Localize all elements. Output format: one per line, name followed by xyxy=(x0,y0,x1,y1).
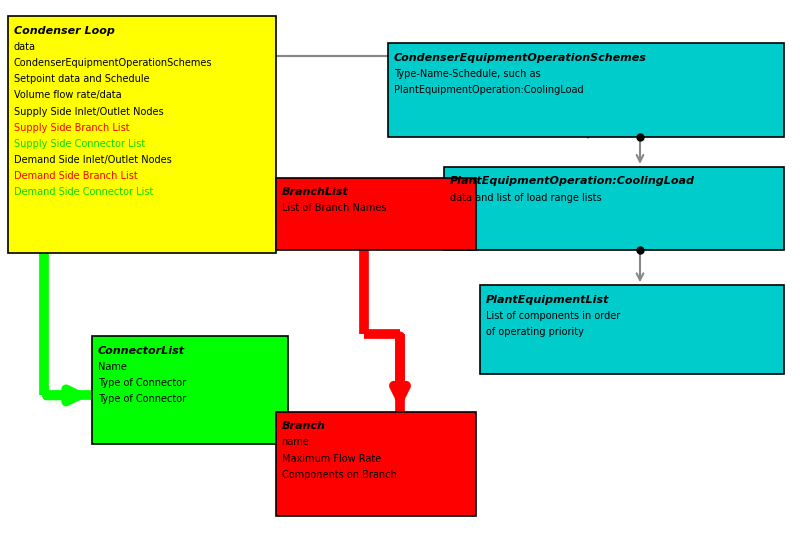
FancyBboxPatch shape xyxy=(92,336,288,444)
Text: name: name xyxy=(282,437,310,448)
Text: data: data xyxy=(14,42,36,52)
Text: Setpoint data and Schedule: Setpoint data and Schedule xyxy=(14,74,150,84)
FancyBboxPatch shape xyxy=(276,178,476,250)
Text: Type-Name-Schedule, such as: Type-Name-Schedule, such as xyxy=(394,69,540,79)
Text: List of components in order: List of components in order xyxy=(486,311,620,321)
Text: List of Branch Names: List of Branch Names xyxy=(282,203,386,214)
Text: Branch: Branch xyxy=(282,421,326,431)
FancyBboxPatch shape xyxy=(388,43,784,137)
Text: Demand Side Inlet/Outlet Nodes: Demand Side Inlet/Outlet Nodes xyxy=(14,155,171,165)
Text: Supply Side Connector List: Supply Side Connector List xyxy=(14,139,145,149)
Text: PlantEquipmentList: PlantEquipmentList xyxy=(486,295,609,305)
Text: Demand Side Branch List: Demand Side Branch List xyxy=(14,171,138,181)
Text: Volume flow rate/data: Volume flow rate/data xyxy=(14,90,122,101)
Text: Supply Side Branch List: Supply Side Branch List xyxy=(14,123,130,133)
FancyBboxPatch shape xyxy=(444,167,784,250)
FancyBboxPatch shape xyxy=(276,412,476,516)
Text: Type of Connector: Type of Connector xyxy=(98,378,186,388)
Text: ConnectorList: ConnectorList xyxy=(98,346,185,356)
Text: PlantEquipmentOperation:CoolingLoad: PlantEquipmentOperation:CoolingLoad xyxy=(394,85,583,95)
Text: Name: Name xyxy=(98,362,126,372)
Text: Components on Branch: Components on Branch xyxy=(282,470,396,480)
Text: PlantEquipmentOperation:CoolingLoad: PlantEquipmentOperation:CoolingLoad xyxy=(450,176,694,187)
Text: data and list of load range lists: data and list of load range lists xyxy=(450,193,602,203)
Text: Type of Connector: Type of Connector xyxy=(98,394,186,405)
Text: Condenser Loop: Condenser Loop xyxy=(14,26,114,36)
Text: Demand Side Connector List: Demand Side Connector List xyxy=(14,187,153,197)
Text: CondenserEquipmentOperationSchemes: CondenserEquipmentOperationSchemes xyxy=(14,58,212,68)
FancyBboxPatch shape xyxy=(480,285,784,374)
FancyBboxPatch shape xyxy=(8,16,276,253)
Text: Maximum Flow Rate: Maximum Flow Rate xyxy=(282,454,381,464)
Text: Supply Side Inlet/Outlet Nodes: Supply Side Inlet/Outlet Nodes xyxy=(14,107,163,117)
Text: CondenserEquipmentOperationSchemes: CondenserEquipmentOperationSchemes xyxy=(394,53,646,63)
Text: of operating priority: of operating priority xyxy=(486,327,583,337)
Text: BranchList: BranchList xyxy=(282,187,349,197)
